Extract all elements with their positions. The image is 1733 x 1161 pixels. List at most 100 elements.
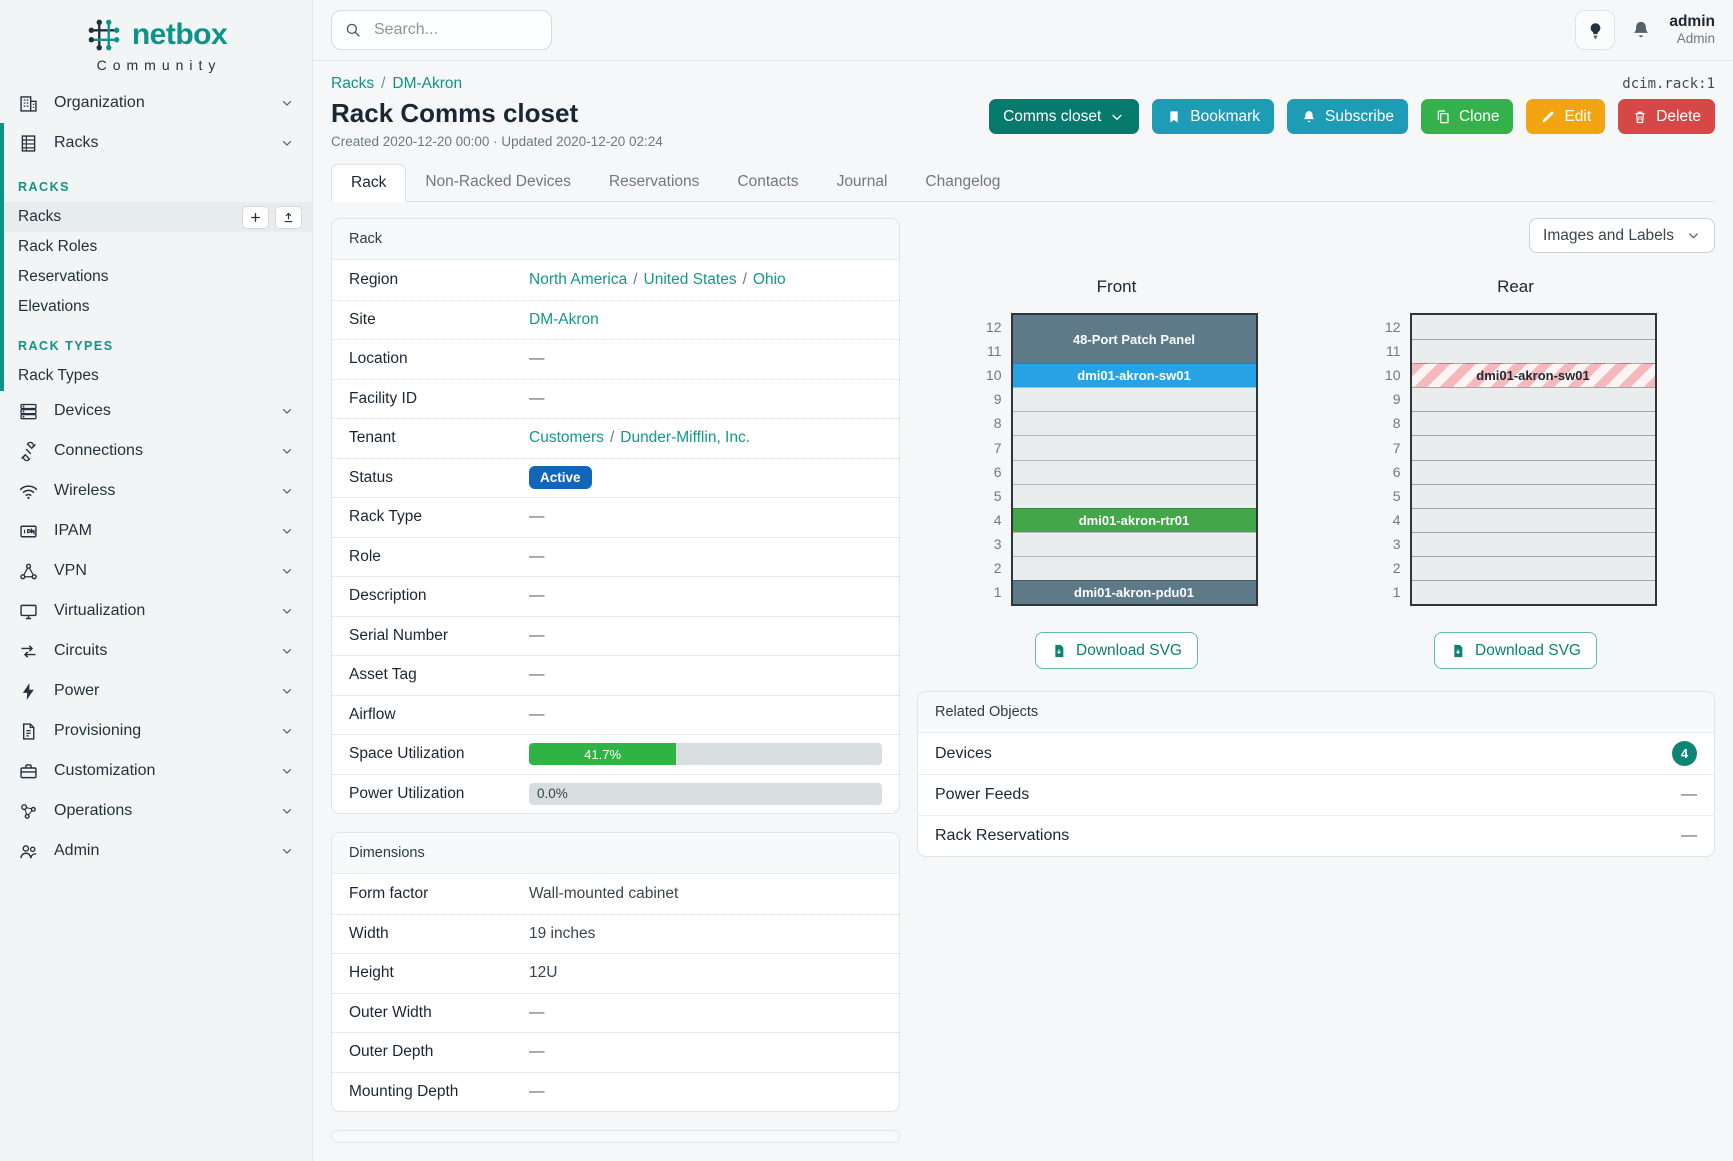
rack-unit-empty[interactable] [1411,411,1655,436]
rack-unit-empty[interactable] [1012,459,1256,484]
link-ohio[interactable]: Ohio [752,270,786,288]
related-row-devices[interactable]: Devices 4 [918,733,1714,774]
empty-value: — [529,666,545,684]
theme-toggle-button[interactable] [1575,10,1616,50]
rack-unit-empty[interactable] [1411,435,1655,460]
rack-unit-empty[interactable] [1012,483,1256,508]
chevron-down-icon [280,724,294,738]
attr-label: Space Utilization [349,745,465,763]
rack-unit-empty[interactable] [1012,531,1256,556]
attr-value: 41.7% [529,743,882,766]
rack-unit-device[interactable]: dmi01-akron-rtr01 [1012,507,1256,532]
sidebar-item-reservations[interactable]: Reservations [4,262,312,292]
link-customers[interactable]: Customers [529,429,604,447]
sidebar-item-wireless[interactable]: Wireless [0,471,312,511]
link-dunder-mifflin-inc[interactable]: Dunder-Mifflin, Inc. [620,429,751,447]
search-box[interactable] [331,10,552,50]
sidebar-item-connections[interactable]: Connections [0,431,312,471]
tab-journal[interactable]: Journal [836,173,888,190]
subscribe-button[interactable]: Subscribe [1287,99,1408,134]
import-button[interactable] [275,205,302,229]
chevron-down-icon [280,804,294,818]
comms-closet-dropdown[interactable]: Comms closet [989,99,1140,134]
sidebar-item-rack-types[interactable]: Rack Types [4,361,312,391]
attr-value: North America / United States / Ohio [529,270,786,288]
tab-contacts[interactable]: Contacts [737,173,799,190]
sidebar-item-racks[interactable]: Racks [4,123,312,163]
elevation-title: Rear [1497,277,1534,296]
sidebar-item-vpn[interactable]: VPN [0,551,312,591]
rack-unit-empty[interactable] [1411,507,1655,532]
rack-unit-device[interactable]: dmi01-akron-pdu01 [1012,580,1256,605]
link-north-america[interactable]: North America [529,270,628,288]
sidebar-item-organization[interactable]: Organization [0,83,312,123]
link-dm-akron[interactable]: DM-Akron [529,310,599,328]
page-content: Racks / DM-Akron dcim.rack:1 Rack Comms cl… [313,61,1733,1161]
sidebar-item-admin[interactable]: Admin [0,831,312,871]
sidebar-item-devices[interactable]: Devices [0,391,312,431]
unit-number: 4 [993,511,1002,528]
unit-number: 9 [993,391,1002,408]
related-row-power-feeds[interactable]: Power Feeds — [918,774,1714,815]
attr-row-power-utilization: Power Utilization 0.0% [332,773,899,814]
chevron-down-icon [280,564,294,578]
search-input[interactable] [372,20,539,40]
sidebar-item-provisioning[interactable]: Provisioning [0,711,312,751]
sidebar-item-circuits[interactable]: Circuits [0,631,312,671]
edit-button[interactable]: Edit [1526,99,1606,134]
rack-unit-empty[interactable] [1411,555,1655,581]
attr-row-location: Location — [332,339,899,379]
rack-unit-empty[interactable] [1411,531,1655,556]
notifications-bell-icon[interactable] [1630,19,1652,41]
tab-rack[interactable]: Rack [331,164,407,202]
sidebar-item-elevations[interactable]: Elevations [4,292,312,322]
rack-unit-device[interactable]: 48-Port Patch Panel [1012,315,1256,364]
elevation-view-select[interactable]: Images and Labels [1529,218,1715,253]
link-united-states[interactable]: United States [643,270,737,288]
chevron-down-icon [280,524,294,538]
sidebar-item-virtualization[interactable]: Virtualization [0,591,312,631]
sidebar-item-label: Elevations [18,298,90,315]
sidebar-item-racks[interactable]: Racks [4,202,312,232]
empty-value: — [529,508,545,526]
rack-unit-device[interactable]: dmi01-akron-sw01 [1411,363,1655,388]
rack-unit-empty[interactable] [1411,315,1655,340]
copy-icon [1435,109,1451,125]
wireless-icon [18,481,39,502]
clone-button[interactable]: Clone [1420,99,1514,134]
download-svg-button[interactable]: Download SVG [1434,632,1597,670]
sidebar-item-rack-roles[interactable]: Rack Roles [4,232,312,262]
sidebar-item-label: VPN [54,562,87,579]
sidebar-item-customization[interactable]: Customization [0,751,312,791]
rack-unit-empty[interactable] [1012,411,1256,436]
rack-unit-device[interactable]: dmi01-akron-sw01 [1012,363,1256,388]
unit-number: 7 [1392,439,1401,456]
rack-unit-empty[interactable] [1411,580,1655,605]
sidebar-item-operations[interactable]: Operations [0,791,312,831]
sidebar-item-ipam[interactable]: IPAM [0,511,312,551]
add-button[interactable] [242,205,269,229]
rack-unit-empty[interactable] [1411,387,1655,412]
rack-unit-empty[interactable] [1012,555,1256,581]
sidebar: netbox Community Organization Racks RACKS R… [0,0,313,1161]
rack-unit-empty[interactable] [1012,435,1256,460]
tab-reservations[interactable]: Reservations [608,173,700,190]
attr-text: Wall-mounted cabinet [529,884,679,902]
rack-unit-empty[interactable] [1012,387,1256,412]
delete-button[interactable]: Delete [1618,99,1715,134]
bookmark-button[interactable]: Bookmark [1152,99,1275,134]
breadcrumb-link-racks[interactable]: Racks [331,75,375,92]
rack-unit-empty[interactable] [1411,483,1655,508]
download-svg-button[interactable]: Download SVG [1035,632,1198,670]
user-menu[interactable]: admin Admin [1669,13,1715,46]
sidebar-item-label: Virtualization [54,602,146,619]
rack-unit-empty[interactable] [1411,459,1655,484]
attr-label: Site [349,310,376,328]
tab-changelog[interactable]: Changelog [925,173,1001,190]
button-label: Comms closet [1003,107,1102,125]
rack-unit-empty[interactable] [1411,339,1655,364]
sidebar-item-power[interactable]: Power [0,671,312,711]
breadcrumb-link-dm-akron[interactable]: DM-Akron [392,75,463,92]
tab-non-racked-devices[interactable]: Non-Racked Devices [425,173,571,190]
related-row-rack-reservations[interactable]: Rack Reservations — [918,815,1714,856]
